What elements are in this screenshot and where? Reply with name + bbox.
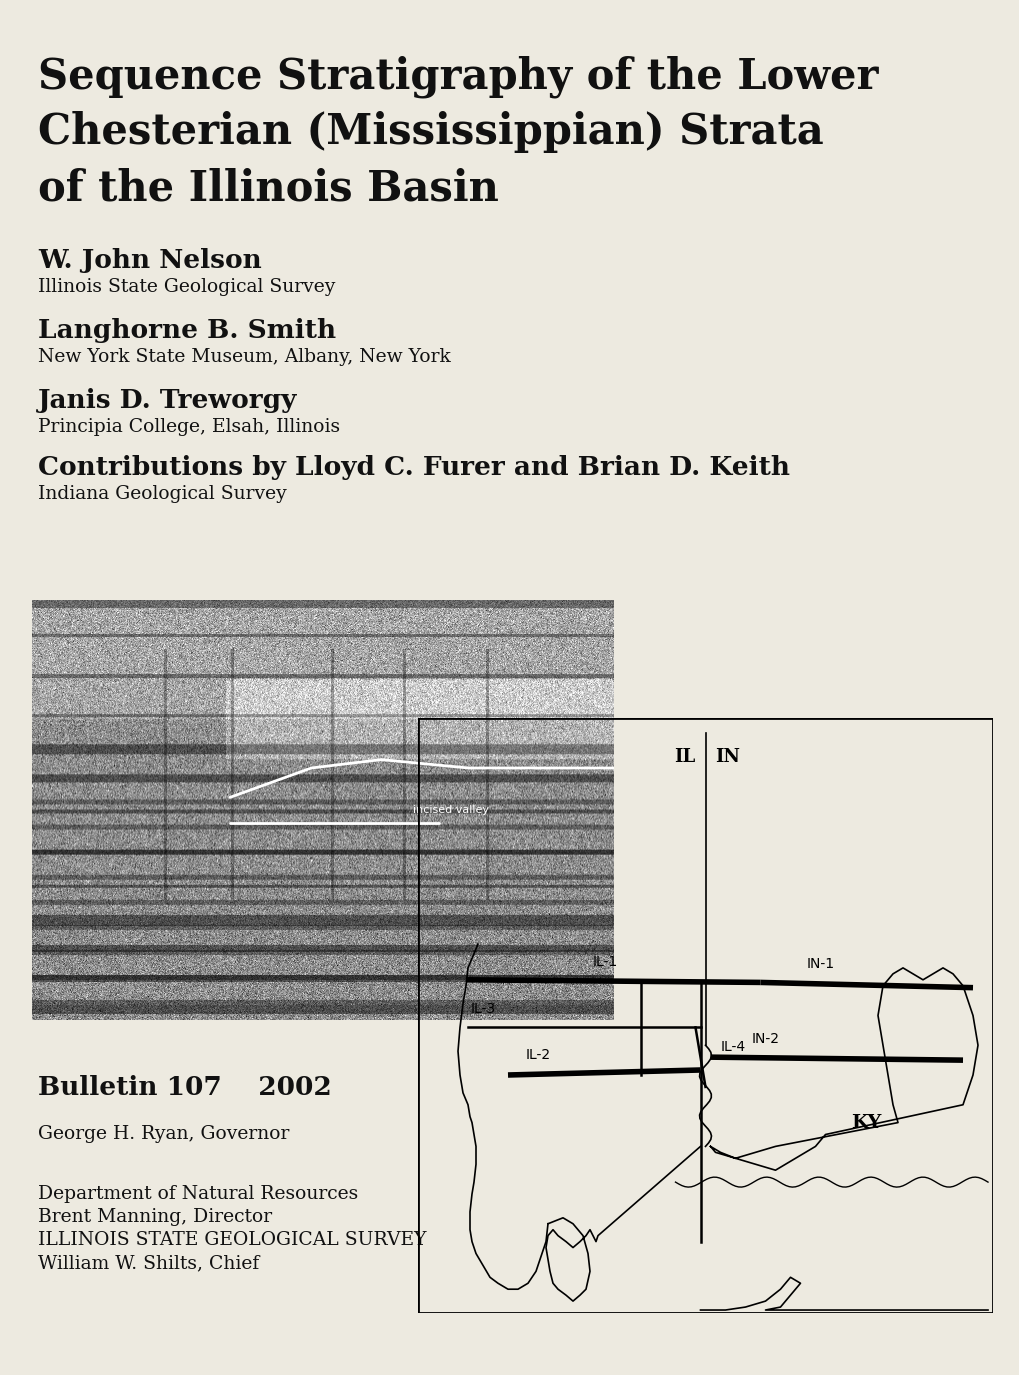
Text: ILLINOIS STATE GEOLOGICAL SURVEY: ILLINOIS STATE GEOLOGICAL SURVEY: [38, 1231, 426, 1248]
Text: IL-3: IL-3: [470, 1002, 495, 1016]
Text: Brent Manning, Director: Brent Manning, Director: [38, 1209, 272, 1226]
Text: Chesterian (Mississippian) Strata: Chesterian (Mississippian) Strata: [38, 111, 823, 153]
Text: KY: KY: [851, 1114, 880, 1132]
Text: Bulletin 107    2002: Bulletin 107 2002: [38, 1075, 331, 1100]
Text: IN-1: IN-1: [806, 957, 834, 971]
Text: IN: IN: [714, 748, 740, 766]
Text: IN-2: IN-2: [751, 1033, 779, 1046]
Text: incised valley: incised valley: [413, 804, 488, 815]
Text: IL-2: IL-2: [525, 1048, 550, 1062]
Text: William W. Shilts, Chief: William W. Shilts, Chief: [38, 1254, 259, 1272]
Text: Langhorne B. Smith: Langhorne B. Smith: [38, 318, 336, 342]
Text: New York State Museum, Albany, New York: New York State Museum, Albany, New York: [38, 348, 450, 366]
Text: IL-1: IL-1: [592, 954, 618, 969]
Text: Contributions by Lloyd C. Furer and Brian D. Keith: Contributions by Lloyd C. Furer and Bria…: [38, 455, 790, 480]
Text: Illinois State Geological Survey: Illinois State Geological Survey: [38, 278, 335, 296]
Text: IL: IL: [674, 748, 695, 766]
Text: of the Illinois Basin: of the Illinois Basin: [38, 166, 498, 209]
Text: W. John Nelson: W. John Nelson: [38, 248, 262, 274]
Text: Indiana Geological Survey: Indiana Geological Survey: [38, 485, 286, 503]
Text: George H. Ryan, Governor: George H. Ryan, Governor: [38, 1125, 289, 1143]
Text: Principia College, Elsah, Illinois: Principia College, Elsah, Illinois: [38, 418, 339, 436]
Text: Sequence Stratigraphy of the Lower: Sequence Stratigraphy of the Lower: [38, 55, 877, 98]
Text: Janis D. Treworgy: Janis D. Treworgy: [38, 388, 298, 412]
Text: IL-4: IL-4: [719, 1041, 745, 1055]
Text: Department of Natural Resources: Department of Natural Resources: [38, 1185, 358, 1203]
